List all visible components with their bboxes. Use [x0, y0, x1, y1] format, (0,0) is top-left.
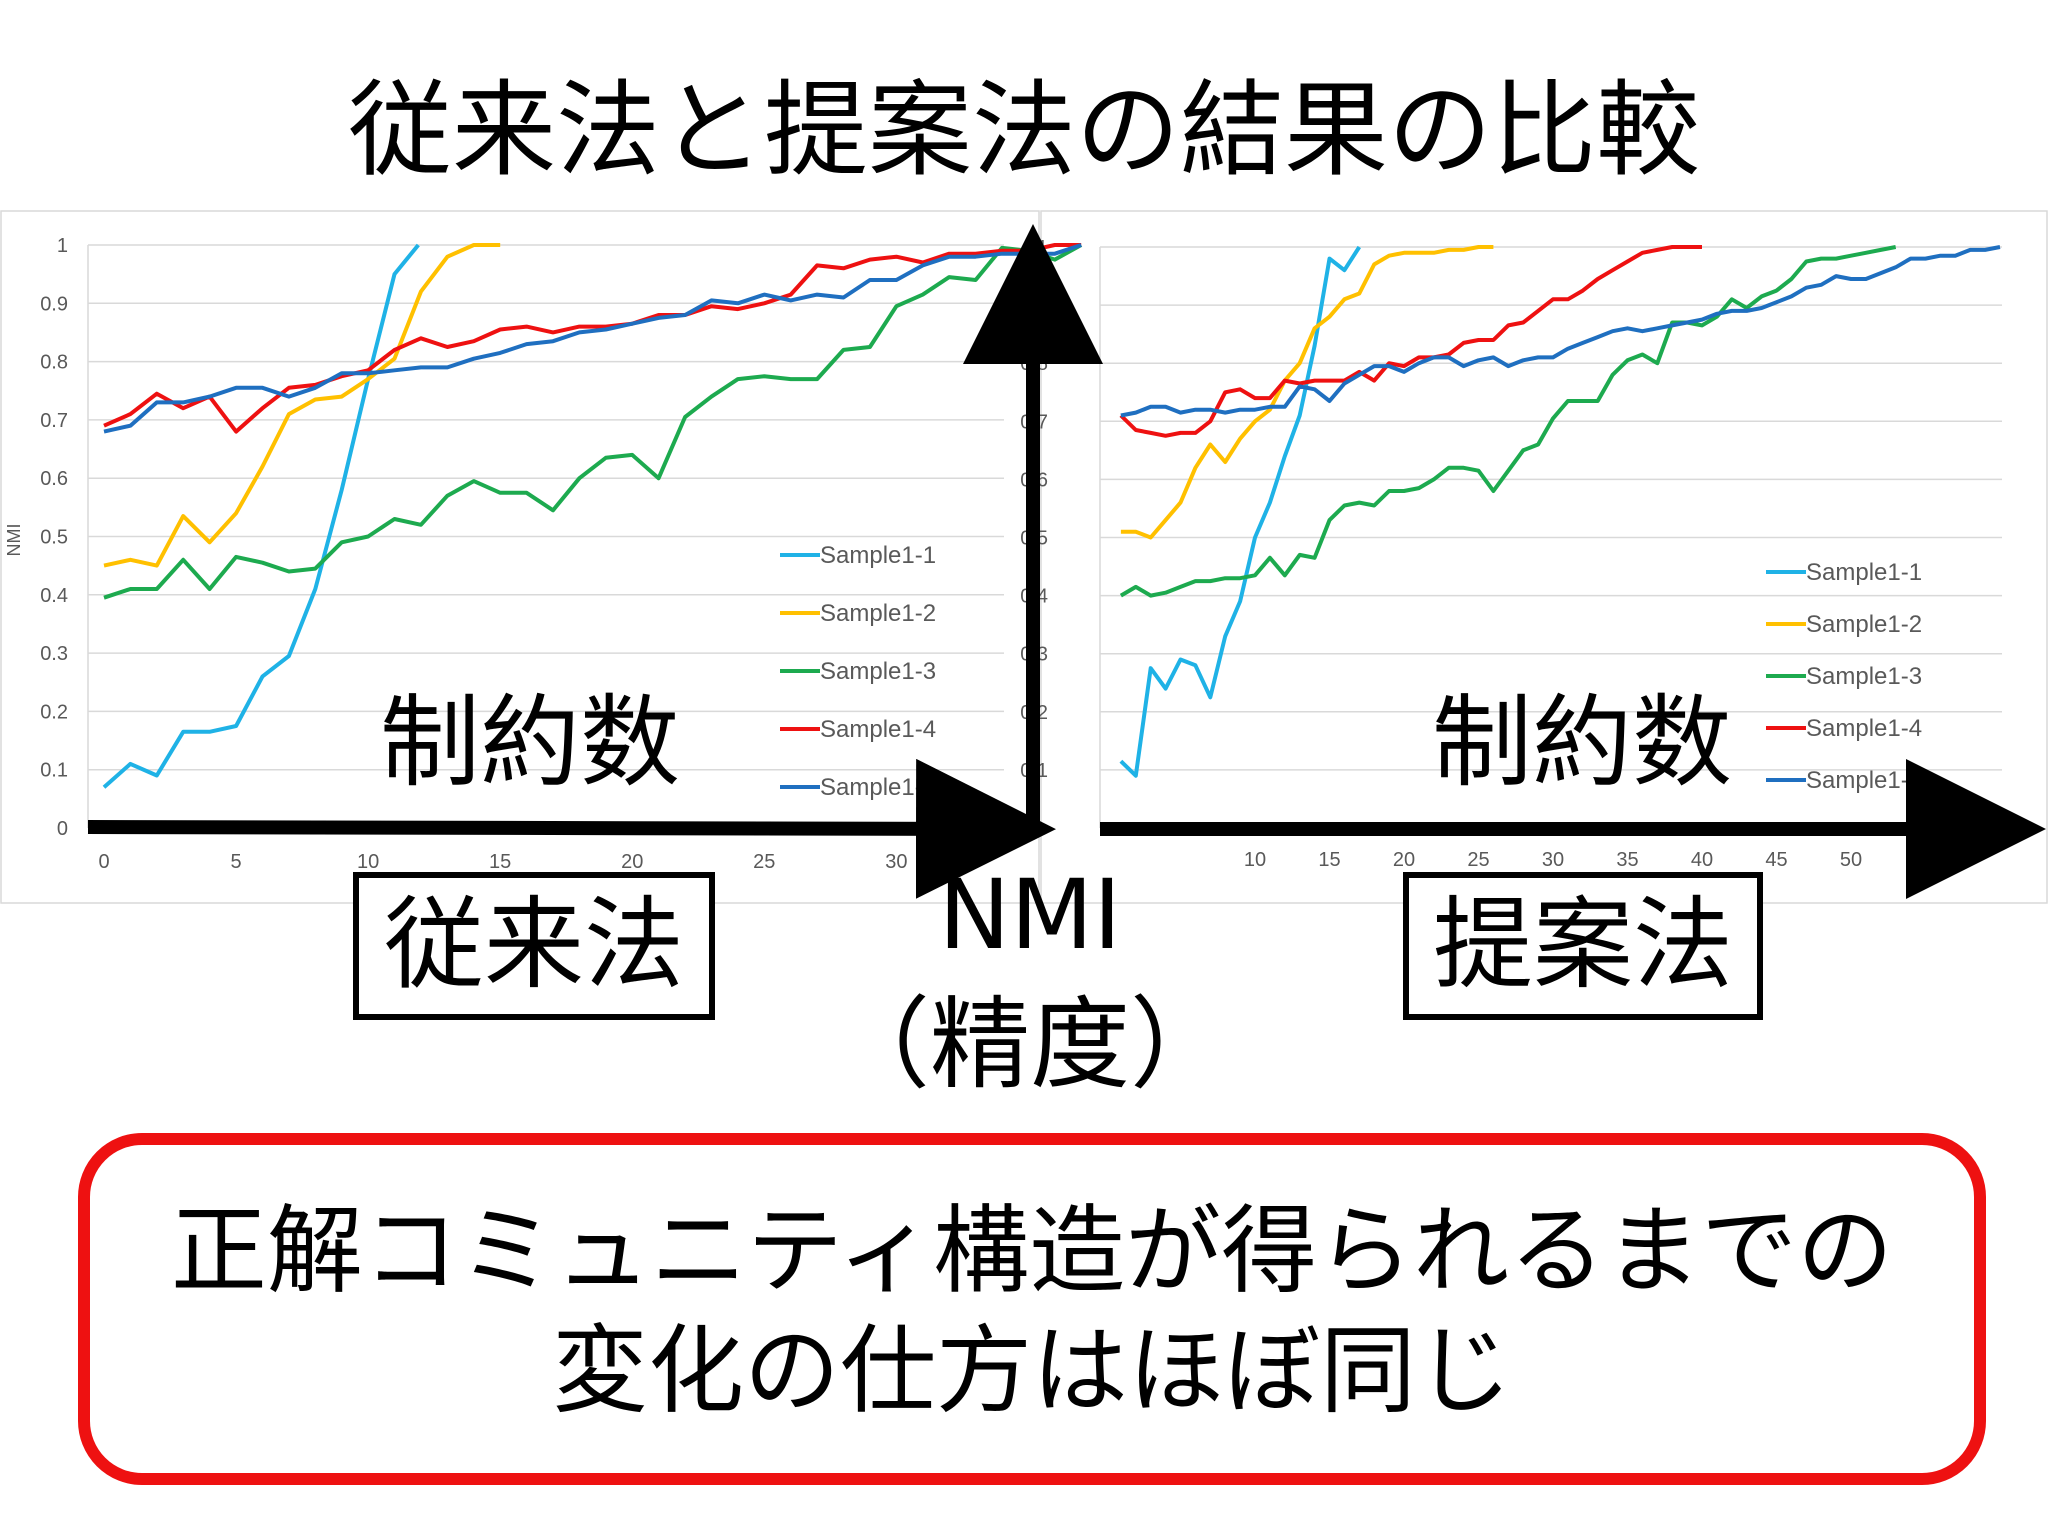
x-tick-label: 40 — [1691, 849, 1713, 871]
legend-entry: Sample1-4 — [1806, 715, 1922, 742]
x-tick-label: 5 — [230, 851, 241, 873]
series-line-sample1-2 — [103, 243, 501, 568]
legend-entry: Sample1-2 — [1806, 611, 1922, 638]
y-tick-label: 0.3 — [40, 643, 68, 665]
y-tick-label: 0.5 — [40, 527, 68, 549]
x-tick-label: 45 — [1765, 849, 1787, 871]
nmi-axis-label: NMI — [938, 859, 1122, 971]
conclusion-box: 正解コミュニティ構造が得られるまでの 変化の仕方はほぼ同じ — [78, 1133, 1986, 1485]
legend-entry: Sample1-1 — [820, 542, 936, 569]
x-tick-label: 20 — [1393, 849, 1415, 871]
x-tick-label: 15 — [489, 851, 511, 873]
x-tick-label: 25 — [753, 851, 775, 873]
x-axis-arrow-left — [87, 758, 1056, 899]
x-axis-caption-left: 制約数 — [380, 684, 680, 801]
y-tick-label: 0 — [57, 818, 68, 840]
x-tick-label: 10 — [357, 851, 379, 873]
series-line-sample1-5 — [103, 243, 1082, 434]
x-tick-label: 30 — [885, 851, 907, 873]
y-tick-label: 0.7 — [40, 410, 68, 432]
x-tick-label: 30 — [1542, 849, 1564, 871]
y-axis-title: NMI — [4, 524, 24, 557]
y-tick-label: 0.8 — [40, 352, 68, 374]
y-tick-label: 0.6 — [40, 468, 68, 490]
chart-frame-right — [1040, 210, 2048, 904]
x-tick-label: 50 — [1840, 849, 1862, 871]
x-tick-label: 55 — [1914, 849, 1936, 871]
chart-proposed: 0.10.20.30.40.50.60.70.80.91101520253035… — [1020, 237, 2002, 871]
x-tick-label: 0 — [98, 851, 109, 873]
x-tick-label: 20 — [621, 851, 643, 873]
conclusion-line-1: 正解コミュニティ構造が得られるまでの — [170, 1195, 1894, 1307]
legend-entry: Sample1-3 — [1806, 663, 1922, 690]
y-tick-label: 0.2 — [40, 701, 68, 723]
slide-title: 従来法と提案法の結果の比較 — [347, 69, 1700, 191]
method-label-proposed: 提案法 — [1403, 872, 1763, 1020]
series-line-sample1-4 — [1119, 245, 1702, 438]
legend-entry: Sample1-4 — [820, 716, 936, 743]
series-line-sample1-5 — [1120, 245, 2001, 418]
x-tick-label: 15 — [1318, 849, 1340, 871]
nmi-axis-sublabel: （精度） — [830, 986, 1230, 1103]
series-line-sample1-3 — [1119, 245, 1897, 598]
series-line-sample1-1 — [1119, 245, 1361, 778]
legend-entry: Sample1-2 — [820, 600, 936, 627]
x-tick-label: 35 — [1616, 849, 1638, 871]
legend-entry: Sample1-5 — [820, 774, 936, 801]
method-label-conventional: 従来法 — [353, 872, 715, 1020]
x-axis-caption-right: 制約数 — [1432, 684, 1732, 801]
x-tick-label: 25 — [1467, 849, 1489, 871]
legend-entry: Sample1-5 — [1806, 767, 1922, 794]
y-tick-label: 1 — [57, 235, 68, 257]
x-tick-label: 10 — [1244, 849, 1266, 871]
y-tick-label: 0.1 — [40, 760, 68, 782]
series-line-sample1-3 — [103, 243, 1083, 600]
legend-entry: Sample1-1 — [1806, 559, 1922, 586]
y-tick-label: 0.4 — [40, 585, 68, 607]
conclusion-line-2: 変化の仕方はほぼ同じ — [552, 1315, 1512, 1427]
series-line-sample1-4 — [103, 243, 1082, 434]
legend-entry: Sample1-3 — [820, 658, 936, 685]
series-line-sample1-2 — [1120, 245, 1494, 540]
y-tick-label: 1 — [1037, 237, 1048, 259]
y-tick-label: 0.9 — [40, 293, 68, 315]
